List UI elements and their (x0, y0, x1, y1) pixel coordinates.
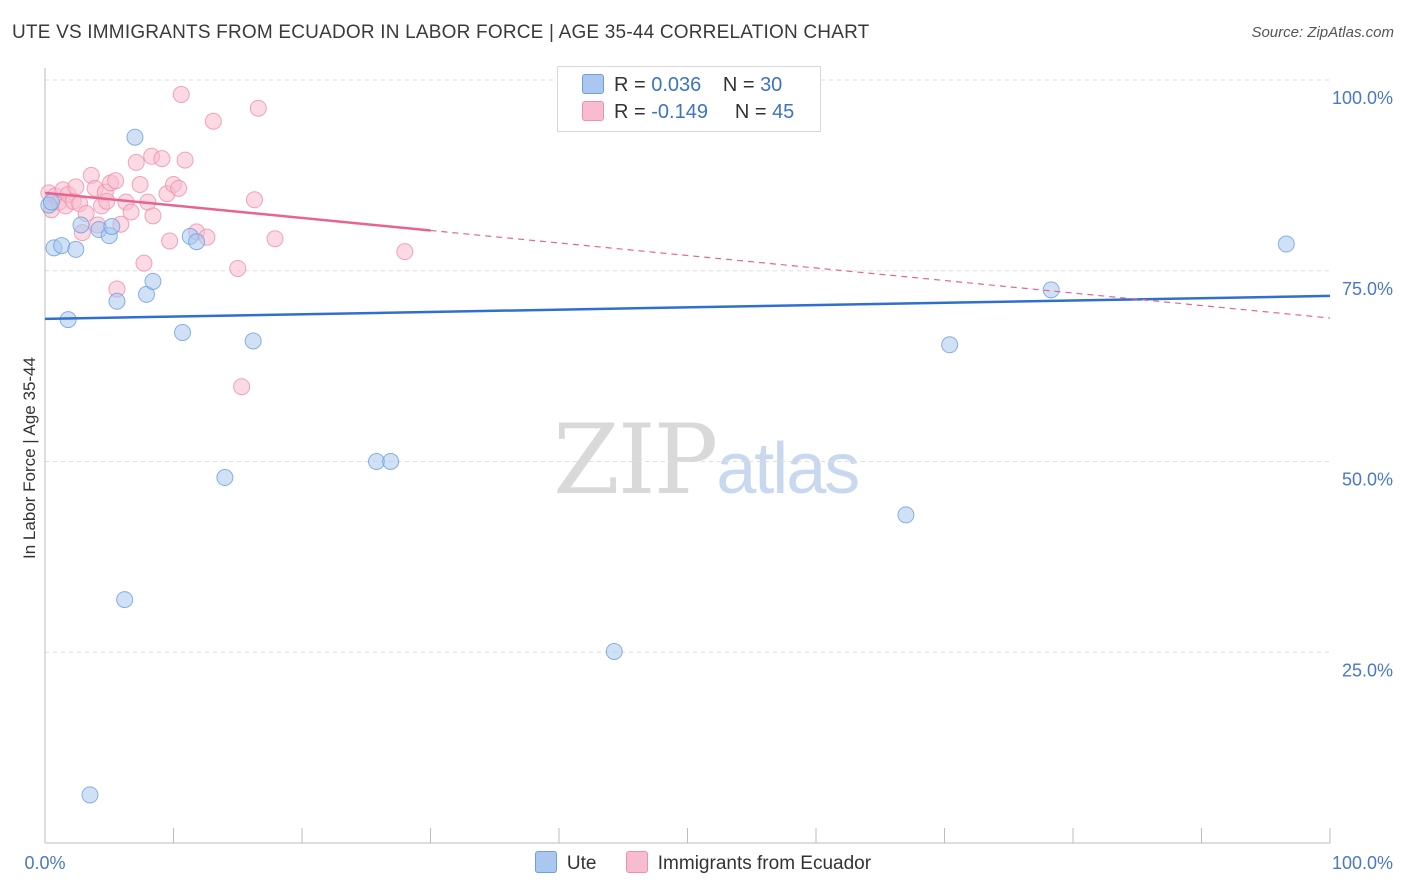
grid-lines (45, 79, 1330, 653)
trend-ecuador-dashed (430, 229, 1331, 319)
trend-lines (44, 191, 1331, 321)
point-ute (116, 591, 134, 609)
point-ecuador (98, 192, 116, 210)
point-ute (144, 272, 162, 290)
legend-r-value-ute: 0.036 (651, 74, 702, 96)
point-ecuador (131, 176, 149, 194)
point-ecuador (172, 85, 190, 103)
point-ute (173, 324, 191, 342)
y-tick-label: 100.0% (1332, 88, 1393, 108)
series-legend: Ute Immigrants from Ecuador (0, 851, 1406, 875)
y-tick-label: 25.0% (1342, 660, 1393, 680)
point-ecuador (204, 112, 222, 130)
legend-r-label: R = (614, 101, 646, 123)
point-ute (368, 453, 386, 470)
axes (44, 68, 1331, 844)
point-ecuador (229, 259, 247, 277)
point-ute (103, 217, 121, 235)
x-tick-label-min: 0.0% (24, 853, 65, 873)
watermark-atlas: atlas (716, 429, 860, 509)
point-ute (244, 332, 262, 350)
watermark: ZIPatlas (553, 404, 860, 516)
series-swatch-ute (534, 851, 557, 873)
trend-ute-solid (44, 294, 1331, 321)
point-ecuador (176, 151, 194, 169)
point-ecuador (67, 178, 85, 196)
point-ecuador (245, 191, 263, 209)
point-ute (216, 469, 234, 487)
point-ute (1042, 281, 1060, 299)
y-axis-label: In Labor Force | Age 35-44 (20, 357, 39, 559)
point-ecuador (144, 207, 162, 225)
x-tick-label-max: 100.0% (1332, 853, 1393, 873)
series-legend-ute[interactable]: Ute (534, 851, 597, 875)
series-label-ecuador: Immigrants from Ecuador (657, 853, 872, 874)
legend-swatch-ute (582, 74, 604, 94)
legend-row-ute: R = 0.036 N = 30 (582, 74, 782, 100)
legend-swatch-ecuador (582, 101, 604, 121)
y-tick-label: 75.0% (1342, 279, 1393, 299)
point-ecuador (107, 172, 125, 190)
point-ute (1277, 235, 1295, 253)
trend-ecuador-solid (44, 191, 431, 232)
point-ute (72, 216, 90, 234)
point-ute (126, 128, 144, 146)
legend-n-value-ute: 30 (760, 74, 783, 96)
y-tick-label: 50.0% (1342, 470, 1393, 490)
tick-labels: 100.0% 75.0% 50.0% 25.0% 0.0% 100.0% (24, 88, 1393, 873)
legend-n-label: N = (734, 101, 767, 123)
source-note: Source: ZipAtlas.com (1251, 24, 1394, 41)
legend-r-label: R = (614, 74, 646, 96)
point-ute (42, 193, 60, 211)
point-ecuador (127, 153, 145, 171)
point-ute (67, 240, 85, 258)
point-ecuador (170, 179, 188, 197)
legend-n-value-ecuador: 45 (772, 101, 795, 123)
point-ecuador (122, 203, 140, 221)
point-ecuador (233, 378, 251, 396)
series-swatch-ecuador (625, 851, 648, 873)
point-ute (188, 233, 206, 251)
point-ute (382, 453, 400, 470)
data-points (40, 71, 1295, 804)
point-ute (941, 336, 959, 354)
legend-row-ecuador: R = -0.149 N = 45 (582, 101, 794, 127)
point-ute (108, 292, 126, 310)
series-legend-ecuador[interactable]: Immigrants from Ecuador (625, 851, 872, 875)
series-label-ute: Ute (566, 853, 597, 874)
watermark-zip: ZIP (553, 404, 718, 516)
legend-r-value-ecuador: -0.149 (651, 101, 708, 123)
point-ecuador (161, 232, 179, 250)
point-ecuador (153, 150, 171, 168)
point-ute (897, 506, 915, 524)
point-ecuador (266, 230, 284, 248)
point-ecuador (249, 99, 267, 117)
legend-n-label: N = (722, 74, 755, 96)
point-ute (81, 786, 99, 804)
point-ute (605, 642, 623, 660)
point-ecuador (396, 243, 414, 261)
correlation-legend: R = 0.036 N = 30 R = -0.149 N = 45 (557, 66, 821, 132)
point-ecuador (135, 254, 153, 272)
point-ute (53, 237, 71, 255)
chart-title: UTE VS IMMIGRANTS FROM ECUADOR IN LABOR … (12, 22, 870, 43)
